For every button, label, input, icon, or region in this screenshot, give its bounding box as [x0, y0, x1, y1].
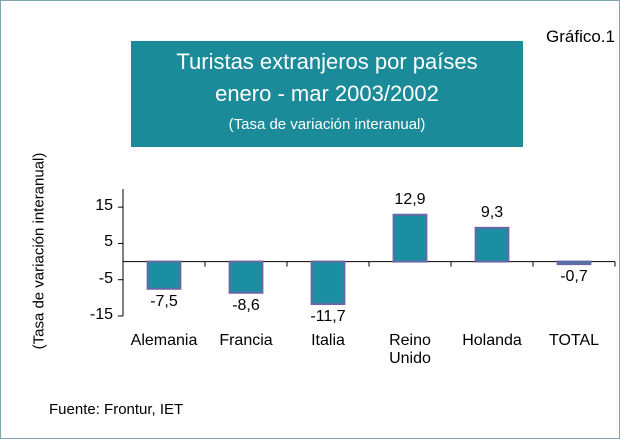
chart-title: Turistas extranjeros por países: [176, 49, 478, 74]
x-tick-label: Reino Unido: [389, 332, 431, 367]
chart-label: Gráfico.1: [546, 27, 615, 46]
bar: [392, 213, 428, 263]
title-note: (Tasa de variación interanual): [228, 116, 426, 133]
y-tick-label: -5: [98, 269, 113, 287]
value-label: -7,5: [150, 292, 178, 310]
source: Fuente: Frontur, IET: [49, 401, 184, 418]
y-tick-label: -15: [89, 306, 113, 323]
bar: [310, 260, 346, 306]
x-tick-label: Francia: [219, 332, 273, 349]
value-label: -11,7: [310, 308, 346, 326]
y-tick-label: 5: [104, 233, 113, 251]
x-tick-label: Holanda: [462, 332, 522, 349]
value-label: -0,7: [560, 268, 588, 286]
y-tick-label: 15: [95, 197, 113, 215]
x-tick-label: TOTAL: [548, 332, 600, 349]
x-tick-label: Italia: [311, 332, 345, 349]
bar: [556, 260, 592, 266]
value-label: 12,9: [394, 190, 426, 208]
x-tick-label: Alemania: [130, 332, 198, 349]
bar: [146, 260, 182, 290]
chart-subtitle: enero - mar 2003/2002: [215, 81, 439, 106]
y-axis-label: (Tasa de variación interanual): [30, 152, 48, 350]
bar: [228, 260, 264, 294]
value-label: -8,6: [232, 296, 260, 314]
value-label: 9,3: [480, 203, 504, 221]
bar: [474, 226, 510, 263]
title-box: [131, 41, 523, 147]
